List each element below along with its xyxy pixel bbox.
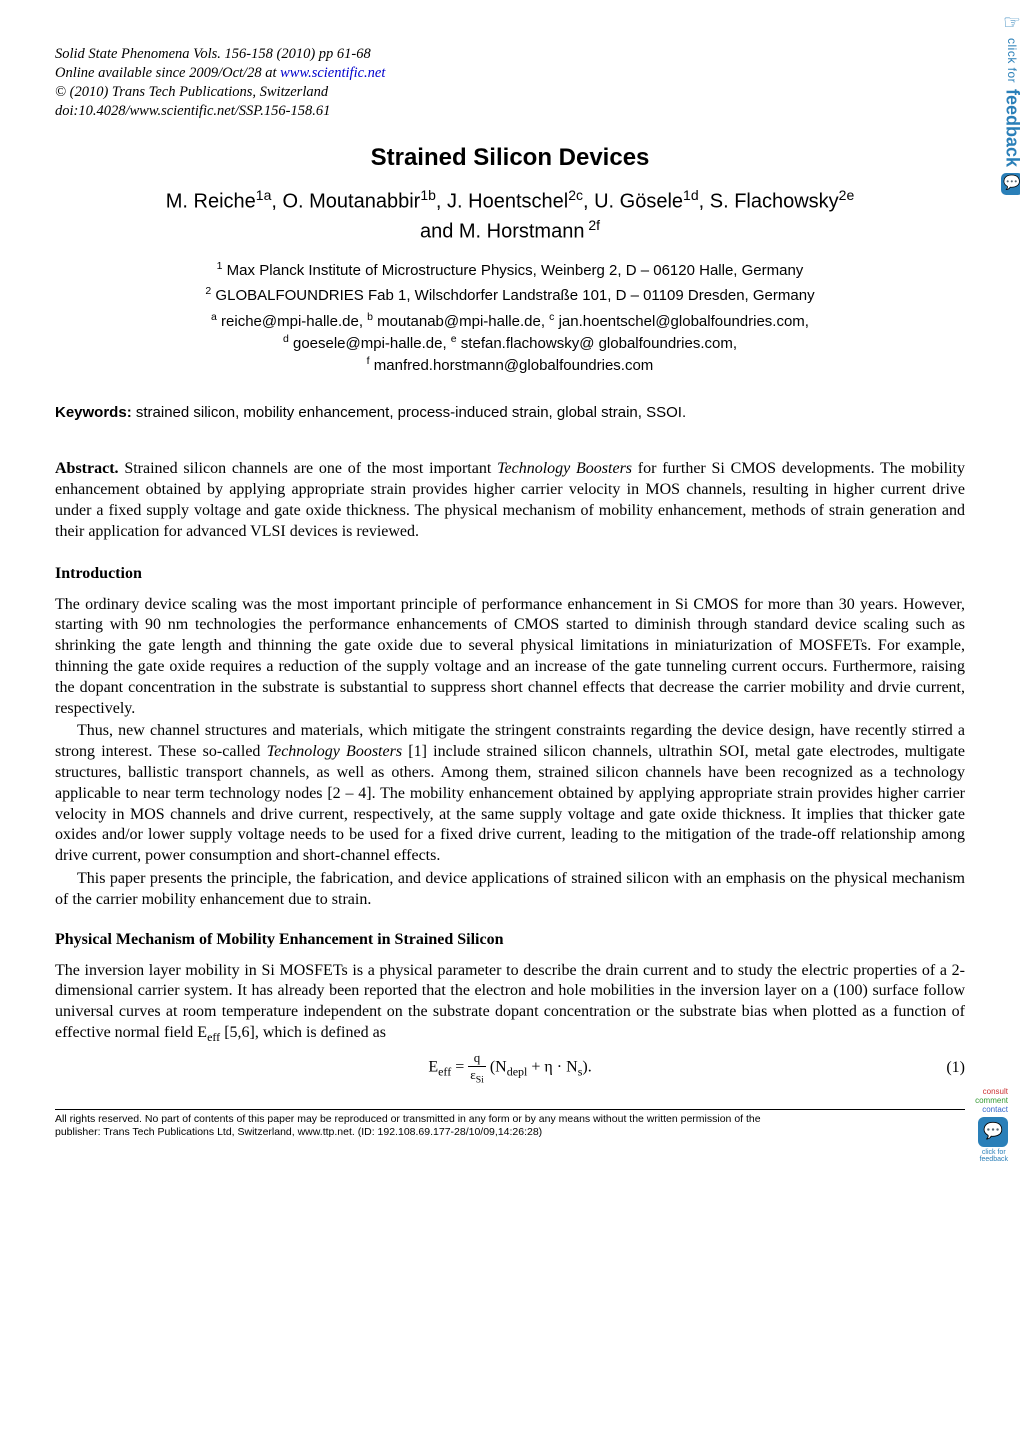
footer-text: All rights reserved. No part of contents… xyxy=(55,1113,965,1138)
intro-p2: Thus, new channel structures and materia… xyxy=(55,721,965,867)
speech-icon: 💬 xyxy=(1001,173,1020,195)
journal-header: Solid State Phenomena Vols. 156-158 (201… xyxy=(55,45,965,120)
intro-p1: The ordinary device scaling was the most… xyxy=(55,595,965,720)
journal-line-3: © (2010) Trans Tech Publications, Switze… xyxy=(55,83,965,102)
emails-line-2: d goesele@mpi-halle.de, e stefan.flachow… xyxy=(55,332,965,354)
journal-line-4: doi:10.4028/www.scientific.net/SSP.156-1… xyxy=(55,102,965,121)
footer-line-2: publisher: Trans Tech Publications Ltd, … xyxy=(55,1126,965,1139)
keywords-text: strained silicon, mobility enhancement, … xyxy=(132,404,686,421)
authors-block: M. Reiche1a, O. Moutanabbir1b, J. Hoents… xyxy=(55,186,965,245)
authors-line-2: and M. Horstmann 2f xyxy=(55,216,965,246)
equation-1-number: (1) xyxy=(946,1059,965,1077)
badge-contact: contact xyxy=(975,1106,1008,1115)
badge-caption: click forfeedback xyxy=(980,1149,1008,1163)
intro-p3: This paper presents the principle, the f… xyxy=(55,869,965,911)
feedback-bottom-badge[interactable]: consult comment contact 💬 click forfeedb… xyxy=(975,1088,1008,1162)
journal-line-1: Solid State Phenomena Vols. 156-158 (201… xyxy=(55,45,965,64)
paper-title: Strained Silicon Devices xyxy=(55,144,965,172)
authors-line-1: M. Reiche1a, O. Moutanabbir1b, J. Hoents… xyxy=(55,186,965,216)
badge-labels: consult comment contact xyxy=(975,1088,1008,1114)
feedback-side-tab[interactable]: ☞ click for feedback 💬 xyxy=(998,10,1020,195)
author-emails: a reiche@mpi-halle.de, b moutanab@mpi-ha… xyxy=(55,310,965,377)
speech-icon: 💬 xyxy=(978,1117,1008,1147)
introduction-heading: Introduction xyxy=(55,565,965,583)
journal-line-2: Online available since 2009/Oct/28 at ww… xyxy=(55,64,965,83)
footer-rule xyxy=(55,1109,965,1110)
abstract: Abstract. Strained silicon channels are … xyxy=(55,459,965,542)
equation-1: Eeff = qεSi (Ndepl + η · Ns). (1) xyxy=(55,1050,965,1086)
abstract-label: Abstract. xyxy=(55,460,119,477)
cursor-icon: ☞ xyxy=(1001,10,1020,32)
abstract-text: Strained silicon channels are one of the… xyxy=(55,460,965,539)
keywords-label: Keywords: xyxy=(55,404,132,421)
affiliation-1: 1 Max Planck Institute of Microstructure… xyxy=(55,260,965,279)
keywords: Keywords: strained silicon, mobility enh… xyxy=(55,404,965,421)
scientific-net-link[interactable]: www.scientific.net xyxy=(280,65,385,81)
affiliation-2: 2 GLOBALFOUNDRIES Fab 1, Wilschdorfer La… xyxy=(55,285,965,304)
equation-1-expr: Eeff = qεSi (Ndepl + η · Ns). xyxy=(428,1050,591,1086)
side-feedback-text: feedback xyxy=(1002,89,1020,167)
mechanism-p1: The inversion layer mobility in Si MOSFE… xyxy=(55,961,965,1046)
footer-line-1: All rights reserved. No part of contents… xyxy=(55,1113,965,1126)
emails-line-1: a reiche@mpi-halle.de, b moutanab@mpi-ha… xyxy=(55,310,965,332)
mechanism-heading: Physical Mechanism of Mobility Enhanceme… xyxy=(55,931,965,949)
emails-line-3: f manfred.horstmann@globalfoundries.com xyxy=(55,354,965,376)
side-click-for: click for xyxy=(1005,38,1019,83)
